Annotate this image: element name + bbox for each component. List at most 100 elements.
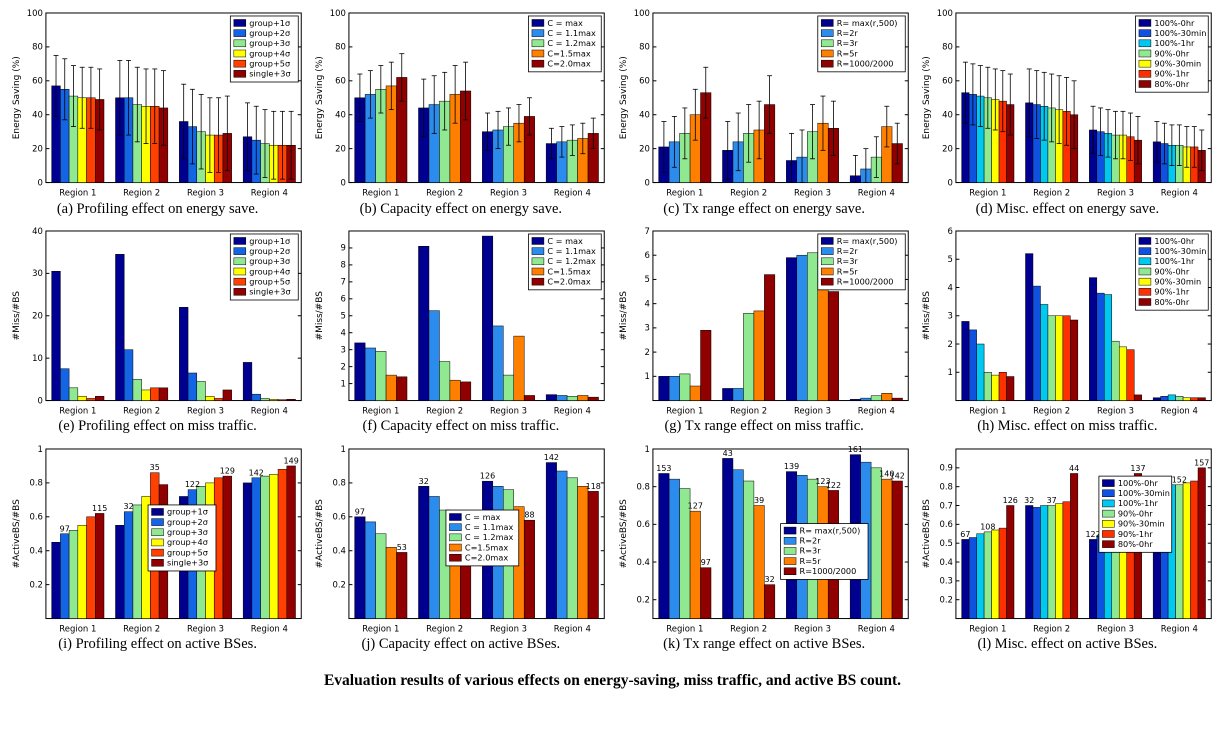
y-tick-label: 8 [341,260,346,270]
bar [115,253,125,401]
x-tick-label: Region 3 [1097,405,1134,415]
legend-label: C=1.5max [548,48,591,58]
bar-label: 122 [1085,530,1100,539]
legend-swatch [233,257,247,265]
bar [567,477,579,619]
legend-label: C=2.0max [548,276,591,286]
bar [785,257,797,401]
x-tick-label: Region 1 [59,623,96,633]
legend-label: R= max(r,500) [836,18,897,28]
legend-label: 100%-30min [1118,488,1170,498]
x-tick-label: Region 1 [363,623,400,633]
legend-swatch [820,29,833,37]
bar [806,252,818,401]
legend-swatch [233,59,247,68]
x-tick-label: Region 3 [793,623,830,633]
bar [439,361,451,401]
legend-label: 90%-30min [1118,518,1165,528]
y-tick-label: 0.2 [636,594,649,604]
legend-label: group+3σ [249,38,290,48]
legend-swatch [233,70,247,78]
x-tick-label: Region 4 [1161,405,1198,415]
bar-label: 32 [124,502,134,511]
bar [742,480,754,619]
legend-swatch [783,536,796,545]
bar [1111,340,1120,401]
legend-label: 100%-0hr [1154,236,1195,246]
legend-swatch [783,557,796,565]
bar [699,567,711,619]
legend-swatch [820,247,833,255]
x-tick-label: Region 4 [251,188,288,198]
bar [1190,480,1199,619]
legend-swatch [151,518,164,526]
bar [1182,397,1191,401]
legend-swatch [1138,298,1151,306]
y-tick-label: 40 [32,226,43,236]
evaluation-figure: 0 20 40 60 80 100 Energy Saving (%) Region 1 Reg… [10,8,1215,689]
legend-label: group+2σ [249,28,290,38]
y-tick-label: 0.6 [29,511,42,521]
bar [668,375,680,401]
bar-label: 39 [754,496,764,505]
legend-label: 100%-1hr [1154,38,1195,48]
y-tick-label: 1 [644,444,649,454]
y-tick-label: 2 [644,347,649,357]
legend-label: group+5σ [249,276,290,286]
bar-label: 115 [92,504,107,513]
x-tick-label: Region 4 [554,188,591,198]
bar-label: 137 [1130,464,1145,473]
legend-swatch [1101,489,1115,497]
y-tick-label: 0.8 [29,477,42,487]
legend-label: 90%-1hr [1154,287,1189,297]
legend-swatch [151,528,164,536]
bar [251,477,261,619]
legend-label: R= max(r,500) [799,525,860,535]
bar [251,393,261,401]
chart-grid: 0 20 40 60 80 100 Energy Saving (%) Region 1 Reg… [10,8,1215,654]
chart-panel-c: 0 20 40 60 80 100 Energy Saving (%) Region 1 Reg… [617,8,912,218]
y-tick-label: 20 [639,143,650,153]
legend-swatch [531,49,545,58]
x-tick-label: Region 2 [123,623,160,633]
x-tick-label: Region 4 [251,405,288,415]
legend-label: C = 1.2max [465,532,514,542]
bar-label: 139 [783,462,798,471]
bar [60,368,70,401]
bar-label: 142 [249,468,264,477]
bar-label: 161 [847,445,862,454]
legend-label: R=3r [836,38,858,48]
bar-label: 149 [284,456,299,465]
legend-label: R=2r [799,535,821,545]
legend-label: R=1000/2000 [836,276,893,286]
legend-swatch [151,538,164,546]
bar [524,519,536,619]
legend-label: 100%-30min [1154,28,1206,38]
legend-swatch [151,507,164,516]
bar-label: 35 [150,463,160,472]
y-tick-label: 3 [644,323,649,333]
x-tick-label: Region 4 [554,405,591,415]
chart-caption-a: (a) Profiling effect on energy save. [56,200,259,217]
bar-label: 97 [60,524,70,533]
legend-label: 90%-1hr [1154,69,1189,79]
legend-label: C=2.0max [465,552,508,562]
legend-swatch [1101,530,1115,538]
y-tick-label: 40 [639,110,650,120]
x-tick-label: Region 2 [426,623,463,633]
legend-swatch [531,267,545,276]
bar [1088,277,1097,401]
y-tick-label: 4 [947,282,952,292]
chart-caption-i: (i) Profiling effect on active BSes. [58,636,257,653]
bar-label: 142 [889,471,904,480]
y-tick-label: 2 [341,361,346,371]
x-tick-label: Region 2 [730,405,767,415]
y-tick-label: 0.6 [939,519,952,529]
bar [396,376,408,401]
bar [998,527,1007,619]
bar [699,329,711,401]
chart-panel-e: 0 10 20 30 40 #Miss/#BS Region 1 Region 2 Region… [10,226,305,436]
bar-label: 126 [480,471,495,480]
bar-label: 118 [586,482,601,491]
legend-swatch [151,548,164,557]
